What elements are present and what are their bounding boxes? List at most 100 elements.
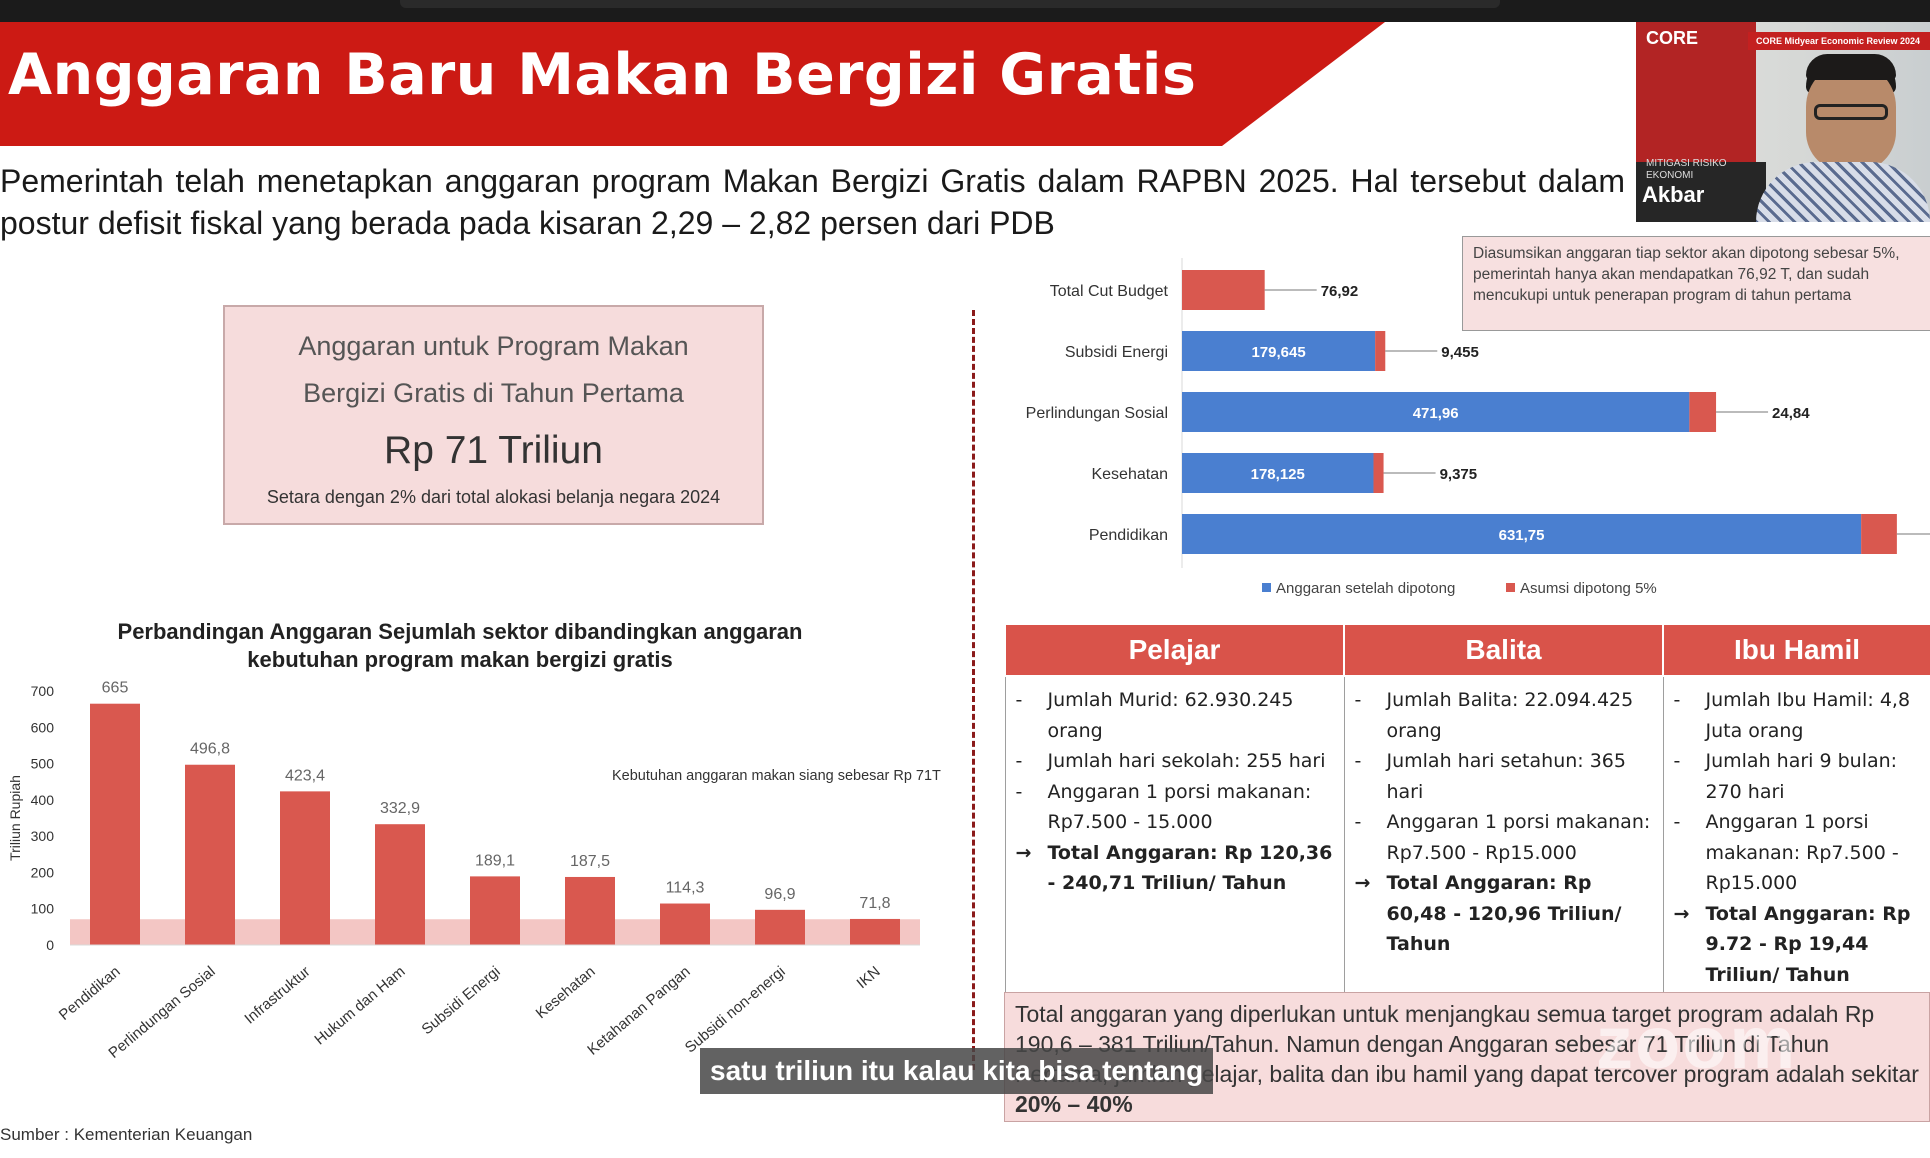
vbar-category-label: Subsidi Energi xyxy=(419,963,504,1038)
table-cell: - Jumlah Murid: 62.930.245 orang - Jumlah … xyxy=(1004,675,1345,995)
table-header-pelajar: Pelajar xyxy=(1004,623,1345,677)
hbar-cut-bar xyxy=(1375,331,1386,371)
vbar-bar xyxy=(375,824,425,945)
hbar-base-label: 471,96 xyxy=(1413,405,1459,422)
hbar-cut-label: 24,84 xyxy=(1772,405,1810,422)
core-logo: CORE xyxy=(1646,28,1699,48)
vbar-category-label: Infrastruktur xyxy=(241,963,313,1027)
vchart-title: Perbandingan Anggaran Sejumlah sektor di… xyxy=(117,619,803,672)
vbar-y-tick: 500 xyxy=(31,756,55,772)
hbar-base-label: 631,75 xyxy=(1499,527,1545,544)
vbar-category-label: Perlindungan Sosial xyxy=(105,963,218,1062)
hbar-category-label: Pendidikan xyxy=(1089,527,1168,544)
arrow-right-icon: → xyxy=(1673,902,1690,925)
dashed-divider xyxy=(972,310,975,1070)
vbar-bar xyxy=(755,909,805,945)
sector-cut-bar-chart: Total Cut Budget 76,92 Subsidi Energi 179,6… xyxy=(1026,258,1930,597)
table-header-ibu-hamil: Ibu Hamil xyxy=(1662,623,1930,677)
list-item: - Anggaran 1 porsi makanan: Rp7.500 - Rp1… xyxy=(1354,811,1651,864)
vbar-y-tick: 300 xyxy=(31,828,55,844)
total-item: → Total Anggaran: Rp 60,48 - 120,96 Trili… xyxy=(1355,868,1657,960)
list-item: - Jumlah Ibu Hamil: 4,8 Juta orang xyxy=(1673,689,1911,742)
vbar-y-tick: 100 xyxy=(31,901,55,917)
legend-label-cut: Asumsi dipotong 5% xyxy=(1520,580,1657,597)
hbar-cut-label: 9,375 xyxy=(1440,466,1478,483)
slide-title: Anggaran Baru Makan Bergizi Gratis xyxy=(8,42,1197,108)
event-banner: CORE Midyear Economic Review 2024 xyxy=(1748,32,1930,50)
vbar-value-label: 423,4 xyxy=(285,767,325,784)
table-cell: - Jumlah Balita: 22.094.425 orang - Jumlah… xyxy=(1343,675,1664,995)
total-item: → Total Anggaran: Rp 120,36 - 240,71 Tril… xyxy=(1016,838,1338,899)
vbar-bar xyxy=(280,791,330,945)
vbar-bar xyxy=(565,876,615,945)
hbar-cut-label: 76,92 xyxy=(1321,283,1359,300)
list-item: - Jumlah hari sekolah: 255 hari xyxy=(1015,750,1326,772)
hbar-cut-label: 9,455 xyxy=(1441,344,1479,361)
hbar-base-label: 178,125 xyxy=(1251,466,1305,483)
participant-video[interactable]: CORE CORE Midyear Economic Review 2024 M… xyxy=(1636,22,1930,222)
list-item: - Jumlah Balita: 22.094.425 orang xyxy=(1354,689,1634,742)
source-note: Sumber : Kementerian Keuangan xyxy=(0,1125,253,1144)
vbar-bar xyxy=(660,903,710,945)
hbar-category-label: Kesehatan xyxy=(1091,466,1168,483)
hbar-base-label: 179,645 xyxy=(1251,344,1305,361)
vbar-value-label: 96,9 xyxy=(764,886,795,903)
callout-line-1: Anggaran untuk Program Makan xyxy=(298,331,689,361)
budget-callout: Anggaran untuk Program Makan Bergizi Gra… xyxy=(223,305,764,525)
legend-label-base: Anggaran setelah dipotong xyxy=(1276,580,1455,597)
banner-red-shape xyxy=(0,22,1385,146)
vbar-value-label: 114,3 xyxy=(666,880,705,897)
zoom-top-bar xyxy=(0,0,1930,22)
vbar-category-label: Kesehatan xyxy=(533,963,599,1022)
table-header-balita: Balita xyxy=(1343,623,1664,677)
vbar-category-label: Subsidi non-energi xyxy=(682,963,789,1056)
summary-text: Total anggaran yang diperlukan untuk men… xyxy=(1015,1001,1919,1087)
hbar-cut-bar xyxy=(1373,453,1384,493)
callout-amount: Rp 71 Triliun xyxy=(384,429,603,472)
arrow-right-icon: → xyxy=(1354,872,1371,894)
vbar-y-tick: 200 xyxy=(31,864,55,880)
target-table: Pelajar Balita Ibu Hamil - Jumlah Murid: … xyxy=(1004,623,1930,995)
vbar-category-label: Hukum dan Ham xyxy=(311,963,408,1048)
total-item: → Total Anggaran: Rp 9.72 - Rp 19,44 Tril… xyxy=(1674,899,1930,991)
vbar-category-label: IKN xyxy=(853,963,883,992)
vbar-bar xyxy=(470,876,520,945)
vbar-y-tick: 700 xyxy=(31,683,55,699)
vchart-annotation: Kebutuhan anggaran makan siang sebesar R… xyxy=(612,768,941,784)
topic-text: MITIGASI RISIKO EKONOMI xyxy=(1646,158,1727,181)
vbar-value-label: 187,5 xyxy=(570,853,610,870)
legend-swatch-base xyxy=(1262,583,1271,592)
vbar-value-label: 71,8 xyxy=(859,895,890,912)
vbar-y-label: Triliun Rupiah xyxy=(7,775,23,861)
hbar-cut-bar xyxy=(1861,514,1897,554)
vbar-value-label: 496,8 xyxy=(190,741,230,758)
intro-paragraph: Pemerintah telah menetapkan anggaran pro… xyxy=(0,163,1625,241)
vbar-bar xyxy=(185,764,235,945)
vbar-value-label: 332,9 xyxy=(380,800,420,817)
list-item: - Jumlah hari setahun: 365 hari xyxy=(1354,750,1627,803)
list-item: - Anggaran 1 porsi makanan: Rp7.500 - Rp1… xyxy=(1673,811,1899,894)
assumption-note: Diasumsikan anggaran tiap sektor akan di… xyxy=(1462,236,1930,331)
vbar-value-label: 189,1 xyxy=(475,852,515,869)
vbar-bar xyxy=(850,918,900,945)
vbar-category-label: Ketahanan Pangan xyxy=(584,963,693,1059)
vbar-y-tick: 600 xyxy=(31,719,55,735)
live-caption: satu triliun itu kalau kita bisa tentang xyxy=(700,1048,1214,1094)
sector-budget-bar-chart: Triliun Rupiah 0 100 200 300 400 500 600 700 665 P… xyxy=(7,680,920,1062)
vbar-y-tick: 400 xyxy=(31,792,55,808)
list-item: - Jumlah Murid: 62.930.245 orang xyxy=(1015,689,1294,742)
hbar-category-label: Total Cut Budget xyxy=(1050,283,1169,300)
hbar-category-label: Subsidi Energi xyxy=(1065,344,1168,361)
callout-line-2: Bergizi Gratis di Tahun Pertama xyxy=(303,378,684,408)
zoom-watermark: zoom xyxy=(1596,1001,1798,1084)
legend-swatch-cut xyxy=(1506,583,1515,592)
list-item: - Anggaran 1 porsi makanan: Rp7.500 - 15.… xyxy=(1015,780,1312,834)
hbar-base-bar xyxy=(1182,331,1376,371)
table-cell: - Jumlah Ibu Hamil: 4,8 Juta orang - Jumla… xyxy=(1662,675,1930,995)
hbar-category-label: Perlindungan Sosial xyxy=(1026,405,1168,422)
hbar-base-bar xyxy=(1182,392,1690,432)
list-item: - Jumlah hari 9 bulan: 270 hari xyxy=(1673,750,1898,803)
title-banner xyxy=(0,22,1385,146)
hbar-base-bar xyxy=(1182,514,1862,554)
callout-subtext: Setara dengan 2% dari total alokasi bela… xyxy=(266,487,721,507)
